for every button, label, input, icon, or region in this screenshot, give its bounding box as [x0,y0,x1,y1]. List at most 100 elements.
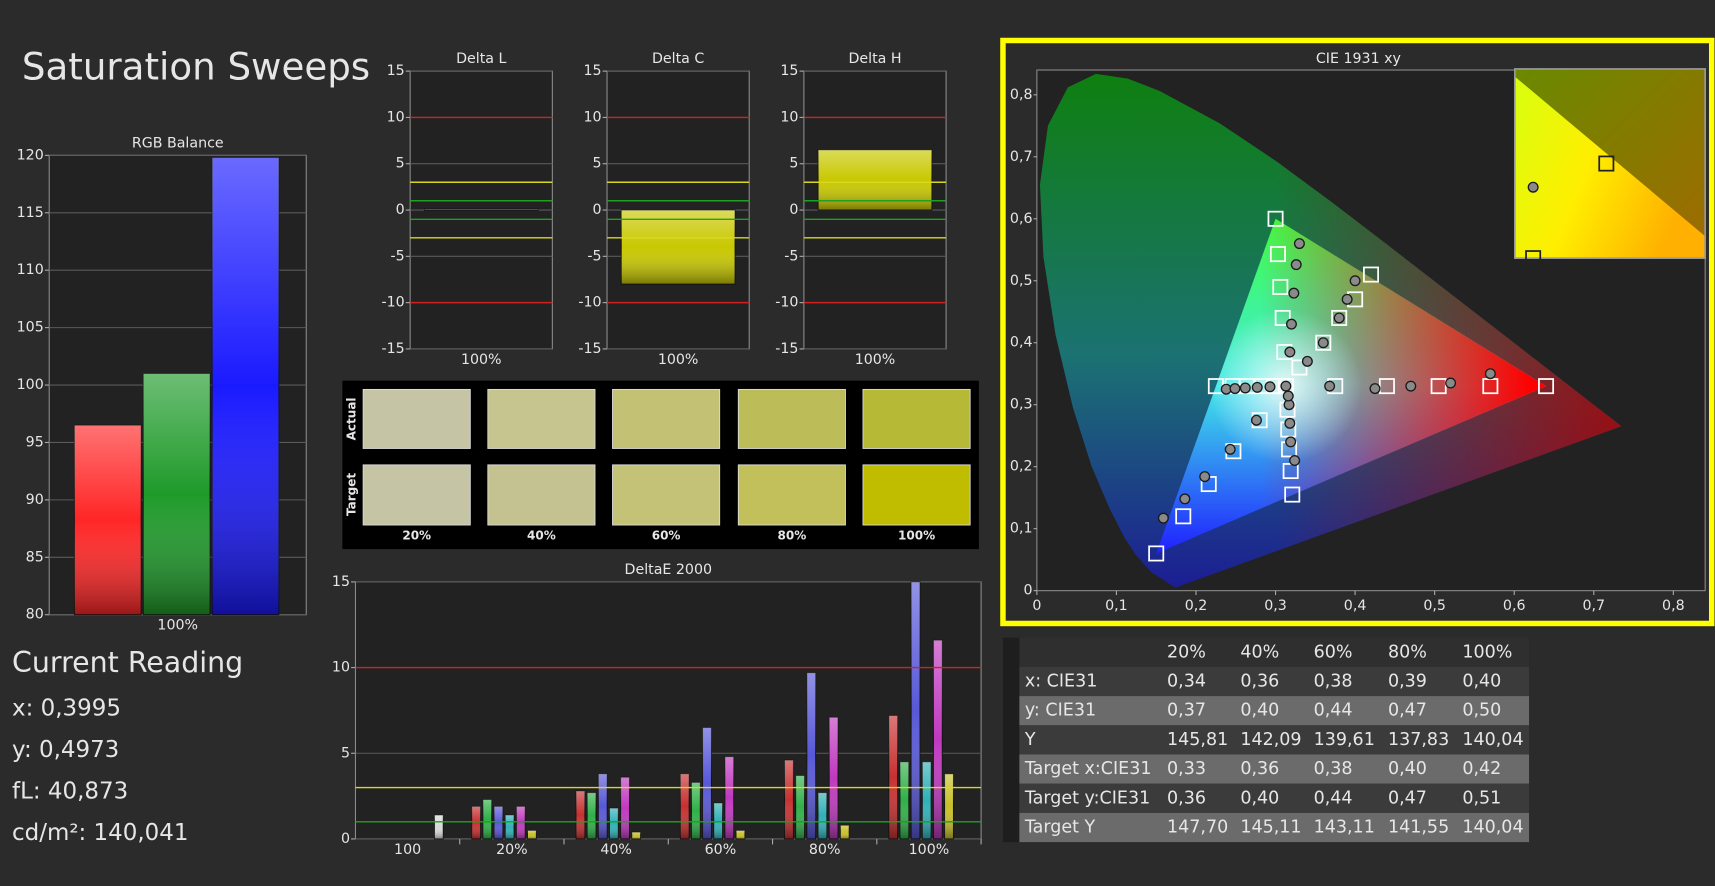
x-tick-label: 60% [705,842,737,858]
measured-marker [1280,380,1292,392]
y-tick-label: 0,7 [1010,149,1033,165]
table-cell: 0,38 [1314,759,1353,779]
y-tick-label: 10 [780,109,798,125]
bar [609,807,619,840]
target-marker [1272,278,1289,295]
table-cell: 145,11 [1240,818,1301,838]
y-tick-label: 0,6 [1010,211,1033,227]
table-cell: 142,09 [1240,730,1301,750]
y-tick-label: 5 [341,745,350,761]
y-tick-label: -10 [578,295,601,311]
table-cell: 143,11 [1314,818,1375,838]
y-tick-label: 0,4 [1010,335,1033,351]
bar [575,790,586,840]
measured-marker [1224,443,1236,455]
table-cell: 0,39 [1388,671,1427,691]
x-tick-label: 100% [909,842,950,858]
table-cell: 0,44 [1314,788,1353,808]
table-cell: 0,51 [1462,788,1501,808]
reading-line: fL: 40,873 [12,778,128,804]
chart-title: RGB Balance [132,135,224,151]
x-tick-label: 100% [157,618,198,634]
x-tick-label: 100 [394,842,421,858]
bar [806,672,817,840]
y-tick-label: 0 [341,831,350,847]
measured-marker [1157,512,1169,524]
reading-line: cd/m²: 140,041 [12,820,188,846]
table-row-label: y: CIE31 [1025,701,1096,721]
bar [679,773,690,840]
measured-marker [1285,436,1297,448]
y-tick-label: 5 [789,156,798,172]
y-tick-label: 10 [583,109,601,125]
y-tick-label: 10 [332,660,350,676]
table-header: 20% [1167,642,1206,662]
bar [839,824,850,840]
gamut-white [1156,218,1547,554]
bar [713,802,723,840]
table-cell: 0,37 [1167,701,1206,721]
measured-marker [1341,293,1353,305]
x-tick-label: 0,8 [1662,598,1685,614]
measured-marker [1239,382,1251,394]
measured-marker [1282,390,1294,402]
bar [817,792,828,840]
target-marker [1269,246,1286,263]
target-marker [1267,210,1284,227]
plot-area [354,581,982,840]
chart-title: Delta C [652,51,704,67]
x-tick-label: 80% [809,842,841,858]
x-tick-label: 40% [600,842,632,858]
swatch-actual [862,388,971,449]
y-tick-label: -10 [775,295,798,311]
bar [910,581,921,840]
target-marker [1538,378,1555,395]
y-tick-label: -5 [784,248,798,264]
measured-marker [1199,471,1211,483]
y-tick-label: 0,1 [1010,521,1033,537]
y-tick-label: -15 [381,341,404,357]
table-cell: 141,55 [1388,818,1449,838]
table-header: 80% [1388,642,1427,662]
y-tick-label: 15 [387,63,405,79]
bar [944,773,954,840]
measured-marker [1250,414,1262,426]
y-tick-label: 0,5 [1010,273,1033,289]
y-tick-label: 0,2 [1010,459,1033,475]
measured-marker [1179,493,1191,505]
table-row-bg [1019,696,1530,726]
y-tick-label: 10 [387,109,405,125]
measured-marker [1324,380,1336,392]
y-tick-label: -15 [775,341,798,357]
x-tick-label: 0,7 [1582,598,1605,614]
table-cell: 0,36 [1240,759,1279,779]
table-cell: 139,61 [1314,730,1375,750]
bar [586,792,597,840]
target-marker [1274,309,1291,326]
bar [597,773,608,840]
measured-marker [1484,368,1496,380]
bar [482,799,493,840]
table-row-bg [1019,725,1530,755]
swatch-actual [612,388,721,449]
inset-gamut [1514,76,1706,259]
chart-title: Delta L [456,51,506,67]
measured-marker [1405,380,1417,392]
target-marker [1363,266,1379,283]
measured-marker [1445,377,1457,389]
table-row-bg [1019,754,1530,784]
chart-title: DeltaE 2000 [625,562,713,578]
y-tick-label: -5 [587,248,601,264]
y-tick-label: 0 [789,202,798,218]
x-tick-label: 20% [496,842,528,858]
reading-title: Current Reading [12,646,243,679]
bar [527,829,537,840]
y-tick-label: 105 [17,320,44,336]
y-tick-label: 5 [396,156,405,172]
swatch-label: 80% [777,528,806,542]
y-tick-label: 15 [780,63,798,79]
measured-marker [1293,238,1305,250]
y-tick-label: 115 [17,205,44,221]
target-marker [1430,378,1447,395]
